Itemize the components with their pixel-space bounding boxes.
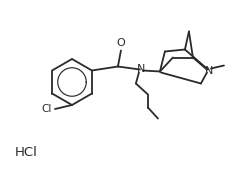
Text: N: N [137,64,145,73]
Text: HCl: HCl [15,146,38,158]
Text: O: O [117,38,125,48]
Text: Cl: Cl [42,104,52,114]
Text: N: N [205,65,213,75]
